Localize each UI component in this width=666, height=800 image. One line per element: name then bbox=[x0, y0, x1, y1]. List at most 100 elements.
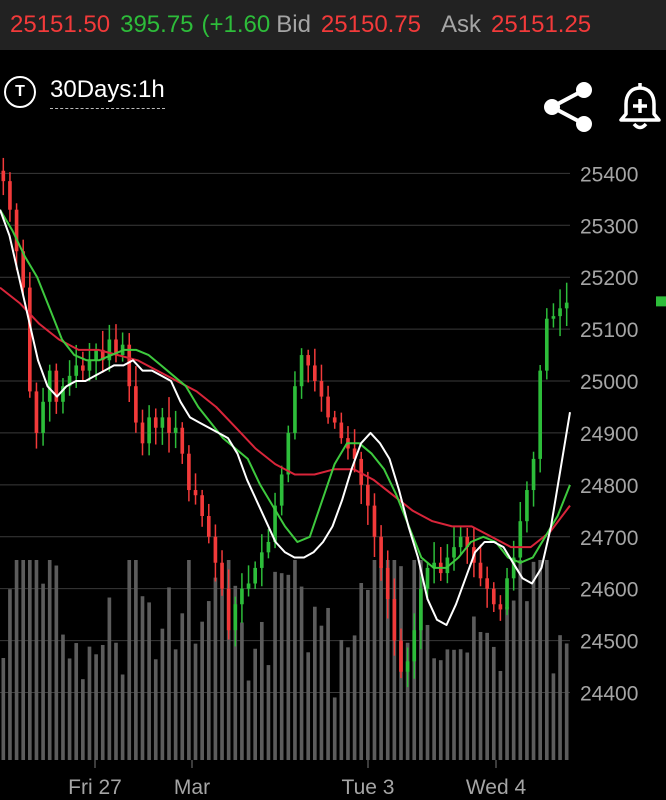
candle-body bbox=[54, 370, 59, 402]
candle-body bbox=[87, 360, 92, 371]
candle-body bbox=[226, 588, 231, 631]
candle-body bbox=[81, 365, 85, 371]
volume-bar bbox=[173, 649, 178, 760]
candle-body bbox=[100, 349, 105, 361]
candle-body bbox=[485, 578, 489, 589]
volume-bar bbox=[213, 577, 218, 760]
candle-body bbox=[458, 536, 463, 548]
candle-body bbox=[372, 505, 377, 537]
candle-body bbox=[206, 516, 211, 537]
candle-body bbox=[47, 370, 52, 402]
ask-label: Ask bbox=[441, 11, 482, 38]
volume-bar bbox=[273, 571, 277, 760]
volume-bar bbox=[147, 602, 151, 760]
candle-body bbox=[352, 448, 357, 459]
volume-bar bbox=[54, 565, 59, 760]
y-tick-label: 24400 bbox=[580, 683, 638, 706]
volume-bar bbox=[299, 586, 304, 760]
candle-body bbox=[544, 318, 549, 371]
candle-body bbox=[339, 422, 344, 439]
volume-bar bbox=[127, 560, 132, 760]
x-tick-label: Mar bbox=[174, 776, 210, 799]
candle-body bbox=[491, 588, 496, 605]
candle-body bbox=[478, 562, 483, 579]
volume-bar bbox=[372, 560, 377, 760]
volume-bar bbox=[438, 660, 443, 760]
candle-body bbox=[332, 417, 337, 423]
volume-bar bbox=[286, 574, 291, 760]
price-chart[interactable]: 24400 24500 24600 24700 24800 24900 25000 25100… bbox=[0, 150, 666, 800]
candle-body bbox=[293, 386, 297, 433]
candle-body bbox=[140, 422, 145, 444]
candle-body bbox=[531, 458, 536, 491]
candle-body bbox=[180, 427, 185, 454]
candle-body bbox=[525, 490, 529, 522]
volume-bar bbox=[432, 658, 436, 760]
candle-body bbox=[21, 251, 26, 288]
volume-bar bbox=[134, 560, 138, 760]
volume-bar bbox=[160, 628, 165, 760]
y-tick-label: 24600 bbox=[580, 579, 638, 602]
share-icon[interactable] bbox=[540, 80, 596, 134]
candle-body bbox=[385, 567, 390, 600]
volume-bar bbox=[107, 597, 112, 760]
volume-bar bbox=[538, 560, 542, 760]
volume-bar bbox=[485, 632, 489, 760]
volume-bar bbox=[61, 634, 65, 760]
timeframe-label[interactable]: 30Days:1h bbox=[50, 76, 165, 109]
candle-body bbox=[134, 386, 138, 423]
candle-body bbox=[326, 396, 330, 418]
volume-bar bbox=[114, 642, 118, 760]
volume-bar bbox=[1, 657, 6, 760]
candle-body bbox=[220, 562, 224, 589]
y-tick-label: 24900 bbox=[580, 423, 638, 446]
candle-body bbox=[187, 453, 191, 491]
volume-bar bbox=[505, 606, 509, 760]
y-tick-label: 24500 bbox=[580, 631, 638, 654]
volume-bar bbox=[74, 643, 79, 760]
candle-body bbox=[28, 287, 32, 392]
volume-bar bbox=[544, 560, 549, 760]
candle-body bbox=[114, 339, 118, 356]
candle-body bbox=[14, 209, 19, 252]
candle-body bbox=[127, 344, 132, 387]
volume-bar bbox=[346, 647, 350, 760]
ma-slow-line bbox=[0, 286, 571, 549]
candle-body bbox=[34, 391, 39, 433]
bell-plus-icon[interactable] bbox=[616, 82, 664, 132]
candle-body bbox=[233, 604, 238, 631]
volume-bar bbox=[313, 606, 317, 760]
candle-body bbox=[167, 417, 171, 433]
volume-bar bbox=[41, 583, 45, 760]
volume-bar bbox=[465, 652, 470, 760]
volume-bar bbox=[167, 587, 171, 760]
candle-body bbox=[551, 316, 556, 319]
volume-bar bbox=[87, 646, 92, 760]
candle-body bbox=[279, 474, 284, 506]
candle-body bbox=[266, 541, 271, 553]
volume-bar bbox=[28, 560, 32, 760]
candle-body bbox=[564, 302, 569, 309]
candle-body bbox=[61, 386, 65, 402]
bid-label: Bid bbox=[276, 11, 311, 38]
volume-bar bbox=[8, 589, 12, 760]
candle-body bbox=[445, 557, 450, 574]
volume-bar bbox=[551, 673, 556, 760]
volume-bar bbox=[180, 613, 185, 760]
timeframe-selector[interactable]: T 30Days:1h bbox=[0, 72, 165, 112]
timeframe-icon[interactable]: T bbox=[4, 76, 36, 108]
volume-bar bbox=[220, 589, 224, 760]
volume-bar bbox=[153, 659, 158, 760]
volume-bar bbox=[259, 621, 264, 760]
volume-bar bbox=[564, 643, 569, 760]
candle-body bbox=[379, 536, 383, 568]
candle-body bbox=[425, 567, 430, 589]
candle-body bbox=[193, 490, 198, 496]
volume-bar bbox=[81, 679, 85, 760]
volume-bar bbox=[491, 646, 496, 760]
candle-body bbox=[153, 417, 158, 428]
volume-bar bbox=[120, 674, 125, 760]
volume-bar bbox=[140, 596, 145, 760]
price-change: 395.75 bbox=[120, 11, 194, 38]
candle-body bbox=[505, 578, 509, 610]
